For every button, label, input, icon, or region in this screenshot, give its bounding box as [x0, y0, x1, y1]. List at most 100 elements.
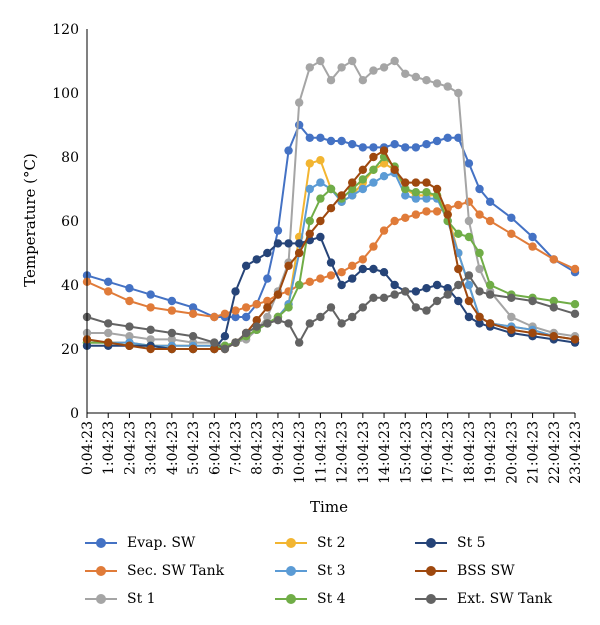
data-point: [475, 312, 484, 322]
data-point: [432, 136, 442, 146]
legend-label: Ext. SW Tank: [457, 591, 553, 607]
data-point: [549, 296, 558, 306]
data-point: [443, 82, 452, 91]
legend-swatch: [415, 537, 447, 549]
data-point: [507, 213, 516, 222]
legend-item: St 5: [415, 532, 595, 554]
data-point: [284, 261, 293, 270]
data-point: [432, 280, 442, 290]
data-point: [369, 66, 378, 75]
data-point: [305, 229, 314, 238]
data-point: [294, 248, 304, 258]
data-point: [369, 178, 378, 187]
data-point: [348, 178, 357, 187]
x-tick-label: 9:04:23: [271, 421, 287, 475]
data-point: [263, 303, 272, 312]
data-point: [464, 280, 474, 290]
data-point: [273, 290, 283, 299]
data-point: [326, 76, 336, 85]
data-point: [167, 344, 177, 354]
x-tick-label: 19:04:23: [483, 421, 499, 484]
y-tick-label: 100: [52, 86, 79, 102]
data-point: [294, 338, 304, 347]
data-point: [390, 165, 399, 174]
series-line: [86, 123, 576, 318]
series-st-4: [82, 152, 580, 354]
data-point: [570, 264, 580, 274]
data-point: [549, 255, 558, 264]
data-point: [358, 143, 368, 152]
data-point: [125, 322, 134, 331]
y-tick-label: 0: [70, 406, 79, 422]
data-point: [464, 312, 474, 322]
series-line: [86, 273, 576, 351]
data-point: [549, 303, 558, 312]
data-point: [146, 290, 155, 299]
x-tick-label: 5:04:23: [186, 421, 202, 475]
data-point: [210, 312, 219, 322]
data-point: [369, 242, 378, 251]
data-point: [337, 280, 346, 290]
data-point: [348, 140, 357, 149]
x-tick-label: 23:04:23: [568, 421, 584, 484]
data-point: [422, 178, 431, 187]
data-point: [422, 284, 431, 293]
data-point: [220, 344, 230, 354]
data-point: [252, 322, 261, 331]
data-point: [411, 178, 421, 187]
data-point: [454, 200, 463, 210]
data-point: [241, 328, 251, 338]
data-point: [326, 136, 336, 146]
data-point: [422, 76, 431, 85]
data-point: [337, 191, 346, 200]
data-point: [348, 274, 357, 283]
x-tick-label: 16:04:23: [419, 421, 435, 484]
data-point: [220, 309, 230, 318]
data-point: [507, 312, 516, 322]
data-point: [390, 216, 399, 226]
legend-swatch: [415, 593, 447, 605]
data-point: [485, 197, 495, 206]
data-point: [348, 191, 357, 200]
data-point: [263, 274, 272, 283]
legend-swatch: [85, 537, 117, 549]
data-point: [475, 184, 484, 194]
data-point: [188, 332, 198, 341]
data-point: [411, 303, 421, 312]
data-point: [401, 213, 410, 222]
data-point: [358, 175, 368, 184]
y-tick-label: 80: [61, 150, 79, 166]
x-tick-label: 15:04:23: [398, 421, 414, 484]
data-point: [570, 309, 580, 318]
data-point: [411, 143, 421, 152]
data-point: [507, 229, 516, 238]
legend-item: Ext. SW Tank: [415, 588, 595, 610]
data-point: [263, 248, 272, 258]
data-point: [507, 293, 516, 302]
data-point: [284, 319, 293, 328]
data-point: [273, 316, 283, 325]
data-point: [348, 56, 357, 66]
data-point: [294, 239, 304, 248]
data-point: [411, 210, 421, 219]
data-point: [305, 184, 314, 194]
y-tick-label: 120: [52, 22, 79, 38]
data-point: [401, 178, 410, 187]
data-point: [432, 296, 442, 306]
data-point: [422, 188, 431, 197]
data-point: [358, 264, 368, 274]
data-point: [294, 98, 304, 107]
data-point: [369, 293, 378, 302]
legend-item: Sec. SW Tank: [85, 560, 275, 582]
legend-item: St 4: [275, 588, 415, 610]
data-point: [316, 194, 325, 203]
data-point: [401, 69, 410, 79]
data-point: [475, 287, 484, 296]
data-point: [305, 277, 314, 286]
data-point: [305, 216, 314, 226]
data-point: [284, 239, 293, 248]
legend-label: Evap. SW: [127, 535, 196, 551]
data-point: [326, 303, 336, 312]
data-point: [326, 271, 336, 280]
x-tick-label: 10:04:23: [292, 421, 308, 484]
